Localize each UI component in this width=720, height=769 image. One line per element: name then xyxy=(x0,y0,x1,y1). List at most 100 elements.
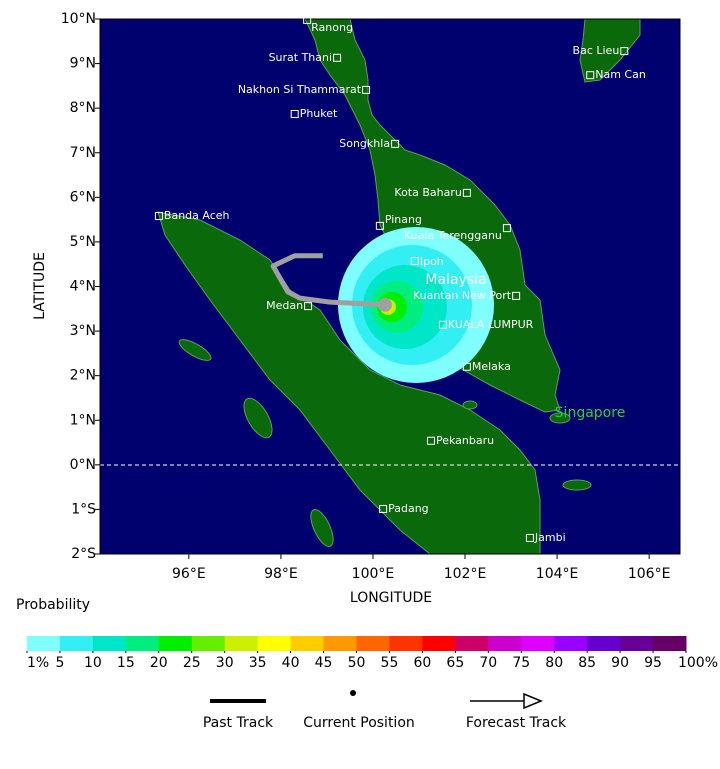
city-label: KUALA LUMPUR xyxy=(448,318,534,331)
scale-cell xyxy=(554,636,588,651)
city-marker xyxy=(290,109,299,118)
current-position xyxy=(377,297,392,312)
y-tick-label: 9°N xyxy=(70,56,96,72)
probability-field xyxy=(338,227,494,383)
legend-current-position xyxy=(350,690,356,696)
city-label: Nam Can xyxy=(595,68,646,81)
island xyxy=(178,339,212,361)
scale-cell xyxy=(620,636,654,651)
island xyxy=(549,412,571,424)
city-marker xyxy=(525,533,534,542)
scale-label: 25 xyxy=(183,655,201,671)
scale-label: 50 xyxy=(348,655,366,671)
legend-item: Past Track xyxy=(203,715,274,731)
scale-cell xyxy=(455,636,489,651)
city-marker xyxy=(375,221,384,230)
scale-label: 70 xyxy=(479,655,497,671)
city-marker xyxy=(154,212,163,221)
city-marker xyxy=(512,291,521,300)
scale-label: 15 xyxy=(117,655,135,671)
scale-label: 60 xyxy=(413,655,431,671)
city-marker xyxy=(462,188,471,197)
city-marker xyxy=(391,139,400,148)
city-marker xyxy=(304,302,313,311)
city-marker xyxy=(410,257,419,266)
y-tick-label: 1°S xyxy=(71,501,96,517)
past-track xyxy=(270,253,386,308)
legend-item: Current Position xyxy=(303,715,415,731)
city-marker xyxy=(426,436,435,445)
scale-cell xyxy=(158,636,193,651)
y-tick-label: 8°N xyxy=(70,100,96,116)
scale-label: 95 xyxy=(644,655,662,671)
scale-label: 35 xyxy=(249,655,267,671)
legend-title: Probability xyxy=(16,597,90,613)
scale-label: 5 xyxy=(55,655,64,671)
y-tick-label: 3°N xyxy=(70,323,96,339)
island xyxy=(462,400,478,410)
city-marker xyxy=(502,224,511,233)
x-tick-label: 100°E xyxy=(352,566,395,582)
x-tick-label: 102°E xyxy=(444,566,487,582)
y-tick-label: 0°N xyxy=(70,457,96,473)
city-label: Padang xyxy=(388,502,429,515)
x-tick-label: 98°E xyxy=(264,566,298,582)
scale-cell xyxy=(356,636,390,651)
legend-arrow-head xyxy=(523,692,543,710)
city-label: Phuket xyxy=(300,107,338,120)
region-label: Singapore xyxy=(555,405,626,421)
x-tick-label: 106°E xyxy=(628,566,671,582)
island xyxy=(562,479,592,491)
city-marker xyxy=(620,47,629,56)
city-marker xyxy=(333,53,342,62)
scale-cell xyxy=(290,636,325,651)
city-marker xyxy=(586,71,595,80)
scale-cell xyxy=(587,636,621,651)
x-tick-label: 104°E xyxy=(536,566,579,582)
scale-cell xyxy=(59,636,94,651)
scale-label: 40 xyxy=(282,655,300,671)
city-label: Pekanbaru xyxy=(436,434,494,447)
city-label: Medan xyxy=(266,299,303,312)
city-label: Banda Aceh xyxy=(164,209,230,222)
scale-label: 85 xyxy=(578,655,596,671)
city-marker xyxy=(438,320,447,329)
city-label: Bac Lieu xyxy=(573,44,620,57)
scale-label: 90 xyxy=(611,655,629,671)
scale-cell xyxy=(224,636,259,651)
vietnam xyxy=(579,18,641,83)
scale-cell xyxy=(653,636,687,651)
region-label: Malaysia xyxy=(425,272,486,288)
scale-label: 20 xyxy=(150,655,168,671)
city-label: Songkhla xyxy=(339,137,390,150)
city-label: Pinang xyxy=(385,213,422,226)
city-label: Ranong xyxy=(311,21,353,34)
scale-label: 75 xyxy=(512,655,530,671)
y-tick-label: 6°N xyxy=(70,189,96,205)
scale-label: 10 xyxy=(84,655,102,671)
scale-label: 1% xyxy=(27,655,49,671)
scale-label: 65 xyxy=(446,655,464,671)
scale-cell xyxy=(323,636,357,651)
city-marker xyxy=(303,15,312,24)
scale-label: 80 xyxy=(545,655,563,671)
city-label: Kuala Terengganu xyxy=(404,229,502,242)
city-label: Melaka xyxy=(472,360,511,373)
scale-label: 55 xyxy=(381,655,399,671)
city-marker xyxy=(362,85,371,94)
y-tick-label: 2°N xyxy=(70,368,96,384)
island xyxy=(310,509,334,547)
island xyxy=(243,397,273,439)
scale-cell xyxy=(488,636,522,651)
scale-cell xyxy=(257,636,292,651)
scale-cell xyxy=(92,636,127,651)
legend-item: Forecast Track xyxy=(466,715,567,731)
city-marker xyxy=(379,504,388,513)
scale-label: 45 xyxy=(315,655,333,671)
city-label: Kota Baharu xyxy=(394,186,461,199)
scale-cell xyxy=(191,636,226,651)
y-axis-label: LATITUDE xyxy=(32,252,48,320)
city-label: Ipoh xyxy=(420,255,444,268)
city-label: Kuantan New Port xyxy=(413,289,512,302)
